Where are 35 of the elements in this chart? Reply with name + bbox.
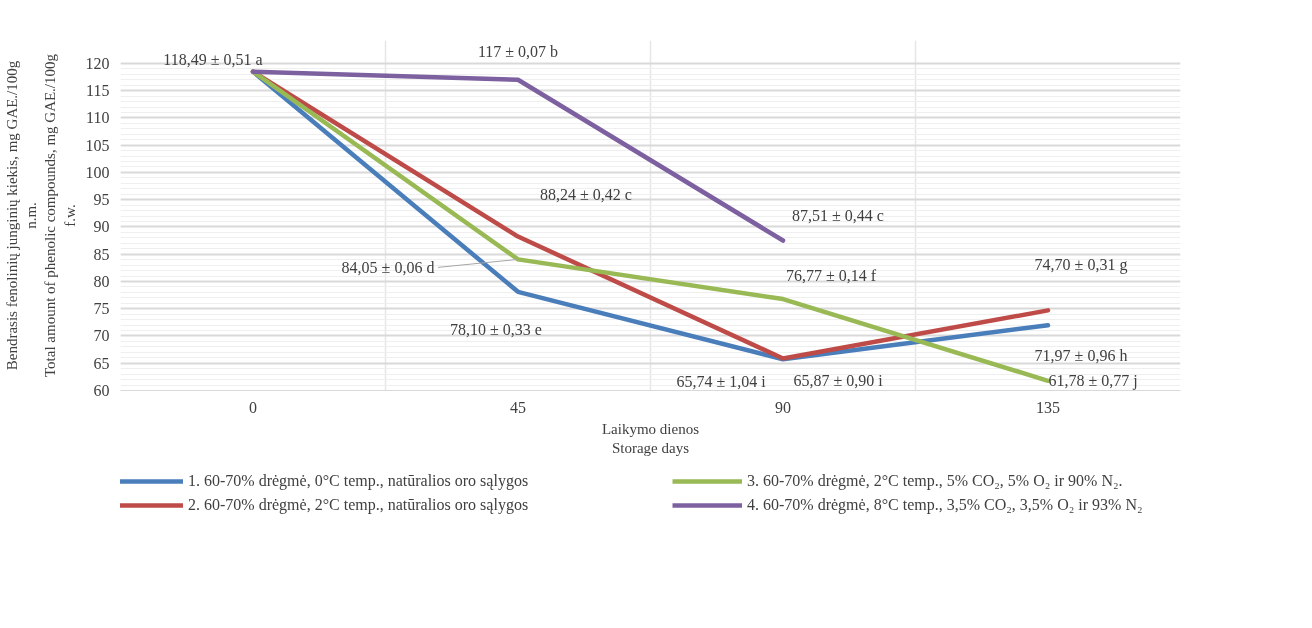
- x-tick-label: 45: [510, 398, 526, 416]
- y-tick-label: 100: [85, 163, 110, 181]
- y-tick-label: 60: [93, 382, 110, 399]
- data-label: 84,05 ± 0,06 d: [341, 258, 435, 276]
- legend-label: 3. 60-70% drėgmė, 2°C temp., 5% CO₂, 5% O₂ ir 90% N₂.: [747, 472, 1124, 490]
- y-axis-title: Bendrasis fenolinių junginių kiekis, mg GAE./100g n.m. Total amount of phenolic compounds, mg GAE./100g f.w.: [3, 53, 78, 378]
- x-tick-label: 90: [775, 398, 791, 416]
- y-tick-label: 80: [93, 272, 110, 290]
- y-tick-label: 65: [93, 354, 110, 372]
- data-label: 71,97 ± 0,96 h: [1034, 346, 1128, 364]
- y-tick-label: 110: [86, 109, 110, 127]
- data-label: 87,51 ± 0,44 c: [792, 207, 884, 225]
- data-label: 65,87 ± 0,90 i: [793, 372, 884, 389]
- x-tick-label: 135: [1036, 398, 1060, 416]
- y-tick-label: 70: [93, 327, 110, 345]
- legend-label: 1. 60-70% drėgmė, 0°C temp., natūralios oro sąlygos: [188, 472, 530, 490]
- data-label: 78,10 ± 0,33 e: [450, 321, 542, 339]
- data-label: 61,78 ± 0,77 j: [1048, 372, 1138, 391]
- y-tick-label: 95: [93, 191, 110, 209]
- data-label: 118,49 ± 0,51 a: [163, 51, 263, 69]
- y-tick-label: 90: [93, 218, 110, 236]
- data-label: 88,24 ± 0,42 c: [540, 186, 632, 204]
- x-tick-label: 0: [249, 398, 257, 416]
- data-label: 74,70 ± 0,31 g: [1034, 255, 1128, 274]
- y-tick-label: 115: [86, 82, 110, 100]
- y-tick-label: 85: [93, 245, 110, 263]
- y-tick-label: 75: [93, 300, 110, 318]
- data-label: 117 ± 0,07 b: [477, 43, 559, 61]
- y-tick-label: 120: [85, 54, 110, 72]
- legend-label: 2. 60-70% drėgmė, 2°C temp., natūralios oro sąlygos: [188, 496, 530, 514]
- x-axis-title: Laikymo dienos Storage days: [601, 420, 700, 456]
- data-label: 65,74 ± 1,04 i: [676, 372, 767, 390]
- legend-label: 4. 60-70% drėgmė, 8°C temp., 3,5% CO₂, 3,5% O₂ ir 93% N₂: [747, 496, 1144, 514]
- data-label: 76,77 ± 0,14 f: [785, 266, 877, 284]
- y-tick-label: 105: [85, 136, 110, 154]
